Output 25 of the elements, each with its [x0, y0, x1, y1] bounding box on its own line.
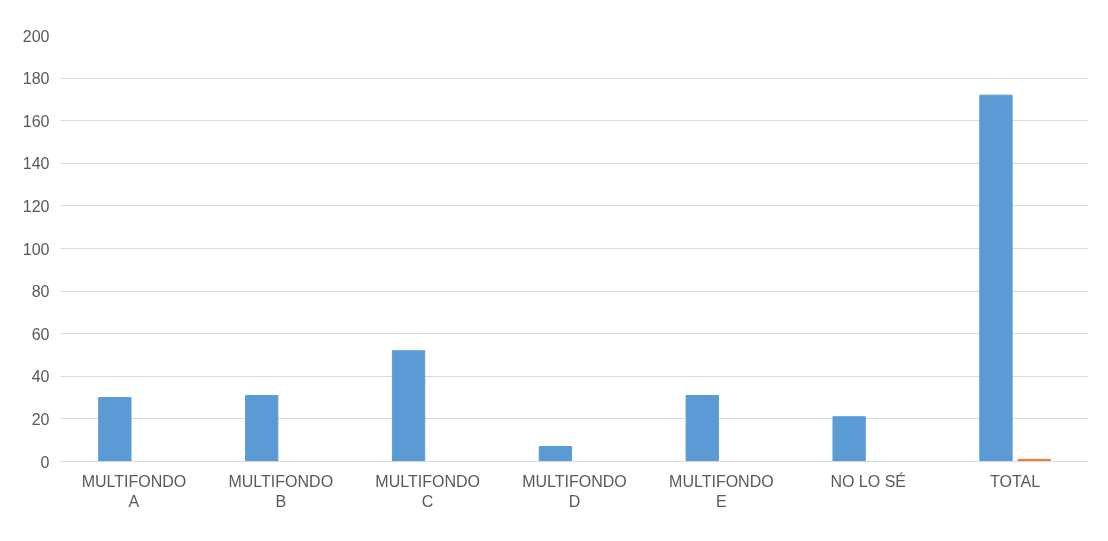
y-tick-label: 80 — [31, 283, 50, 301]
y-tick-label: 160 — [22, 112, 50, 130]
bar — [832, 416, 866, 462]
x-tick-label: MULTIFONDO E — [669, 472, 774, 510]
x-tick-label: TOTAL — [990, 472, 1041, 490]
x-tick-label: MULTIFONDO D — [522, 472, 627, 510]
y-tick-label: 140 — [22, 155, 50, 173]
bar — [245, 394, 279, 462]
y-tick-label: 100 — [22, 240, 50, 258]
y-tick-label: 0 — [40, 453, 50, 471]
bar — [98, 397, 132, 462]
y-tick-label: 40 — [31, 368, 50, 386]
y-tick-label: 20 — [31, 410, 50, 428]
y-tick-label: 200 — [22, 27, 50, 45]
x-tick-label: NO LO SÉ — [830, 471, 906, 490]
x-tick-label: MULTIFONDO B — [228, 472, 334, 510]
bar — [538, 446, 573, 462]
y-tick-label: 120 — [22, 197, 50, 215]
x-tick-label: MULTIFONDO A — [81, 472, 187, 510]
y-tick-label: 60 — [31, 325, 50, 343]
bar — [979, 94, 1013, 462]
y-tick-label: 180 — [22, 70, 50, 88]
bar — [685, 394, 719, 462]
x-tick-label: MULTIFONDO C — [375, 472, 480, 510]
bar — [391, 350, 426, 462]
